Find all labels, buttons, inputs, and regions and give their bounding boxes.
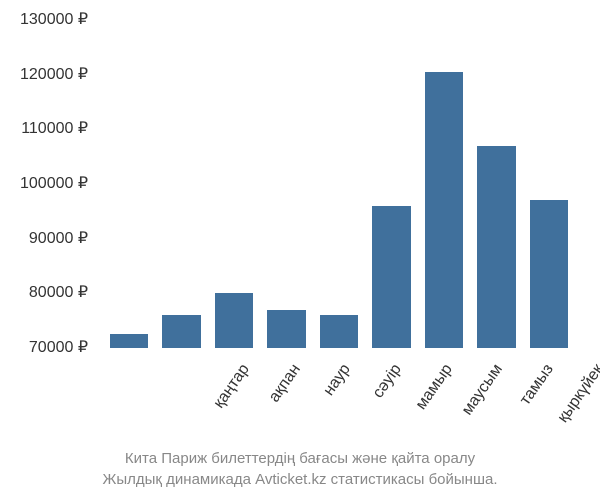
bar [477,146,515,348]
bar [110,334,148,348]
caption-line-1: Кита Париж билеттердің бағасы және қайта… [20,448,580,469]
x-label: наур [228,353,265,443]
x-label: қазан [532,353,569,443]
plot-area [98,20,580,348]
x-label: сәуір [279,353,316,443]
chart-container: 130000 ₽ 120000 ₽ 110000 ₽ 100000 ₽ 9000… [20,20,580,348]
bar [530,200,568,348]
x-axis-labels: қаңтар ақпан наур сәуір мамыр маусым тамыз қырк… [115,348,580,443]
x-label: тамыз [430,353,467,443]
caption-line-2: Жылдық динамикада Avticket.kz статистика… [20,469,580,490]
bar [267,310,305,348]
bar [320,315,358,348]
y-axis: 130000 ₽ 120000 ₽ 110000 ₽ 100000 ₽ 9000… [20,20,98,348]
bar [372,206,410,348]
chart-caption: Кита Париж билеттердің бағасы және қайта… [20,448,580,490]
bar [425,72,463,348]
x-label: ақпан [178,353,215,443]
x-label: қаңтар [127,353,164,443]
bar [162,315,200,348]
x-label: мамыр [329,353,366,443]
x-label: қыркүйек [481,353,518,443]
x-label: маусым [380,353,417,443]
bar [215,293,253,348]
